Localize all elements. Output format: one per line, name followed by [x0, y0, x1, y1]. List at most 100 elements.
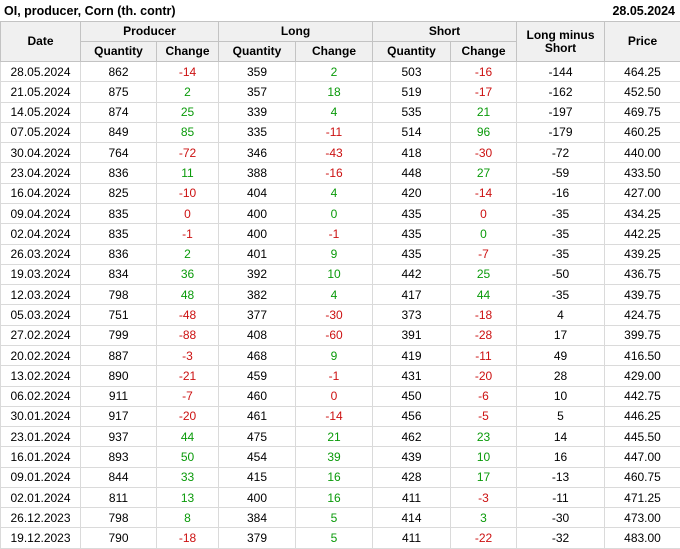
long-change-cell: 9 — [296, 345, 373, 365]
long-change-cell: 9 — [296, 244, 373, 264]
long-minus-short-cell: -30 — [517, 508, 605, 528]
long-minus-short-cell: -59 — [517, 163, 605, 183]
long-quantity-cell: 400 — [219, 203, 296, 223]
producer-change-cell: 85 — [157, 122, 219, 142]
price-cell: 399.75 — [605, 325, 680, 345]
producer-quantity-cell: 917 — [81, 406, 157, 426]
header-long-group: Long — [219, 22, 373, 42]
price-cell: 469.75 — [605, 102, 680, 122]
header-producer-group: Producer — [81, 22, 219, 42]
long-quantity-cell: 461 — [219, 406, 296, 426]
producer-quantity-cell: 790 — [81, 528, 157, 548]
header-short-group: Short — [373, 22, 517, 42]
producer-change-cell: 0 — [157, 203, 219, 223]
producer-quantity-cell: 849 — [81, 122, 157, 142]
long-change-cell: -16 — [296, 163, 373, 183]
date-cell: 19.03.2024 — [1, 264, 81, 284]
short-quantity-cell: 442 — [373, 264, 451, 284]
short-change-cell: -28 — [451, 325, 517, 345]
short-quantity-cell: 418 — [373, 143, 451, 163]
long-quantity-cell: 408 — [219, 325, 296, 345]
price-cell: 439.25 — [605, 244, 680, 264]
date-cell: 13.02.2024 — [1, 366, 81, 386]
producer-quantity-cell: 875 — [81, 82, 157, 102]
price-cell: 483.00 — [605, 528, 680, 548]
long-change-cell: -14 — [296, 406, 373, 426]
producer-change-cell: 48 — [157, 285, 219, 305]
producer-quantity-cell: 798 — [81, 285, 157, 305]
producer-change-cell: 50 — [157, 447, 219, 467]
short-change-cell: 17 — [451, 467, 517, 487]
price-cell: 445.50 — [605, 427, 680, 447]
short-change-cell: -18 — [451, 305, 517, 325]
page-title: OI, producer, Corn (th. contr) — [4, 4, 176, 18]
long-minus-short-cell: -13 — [517, 467, 605, 487]
header-short-quantity: Quantity — [373, 42, 451, 62]
producer-quantity-cell: 844 — [81, 467, 157, 487]
long-change-cell: 16 — [296, 467, 373, 487]
price-cell: 442.25 — [605, 224, 680, 244]
date-cell: 19.12.2023 — [1, 528, 81, 548]
short-quantity-cell: 519 — [373, 82, 451, 102]
header-date: Date — [1, 22, 81, 62]
long-quantity-cell: 379 — [219, 528, 296, 548]
date-cell: 09.01.2024 — [1, 467, 81, 487]
price-cell: 460.75 — [605, 467, 680, 487]
price-cell: 434.25 — [605, 203, 680, 223]
price-cell: 439.75 — [605, 285, 680, 305]
long-change-cell: -1 — [296, 224, 373, 244]
long-change-cell: 0 — [296, 386, 373, 406]
title-bar: OI, producer, Corn (th. contr) 28.05.202… — [0, 0, 680, 21]
header-long-minus-short: Long minus Short — [517, 22, 605, 62]
date-cell: 02.04.2024 — [1, 224, 81, 244]
price-cell: 447.00 — [605, 447, 680, 467]
short-quantity-cell: 431 — [373, 366, 451, 386]
long-change-cell: 18 — [296, 82, 373, 102]
long-minus-short-cell: -144 — [517, 62, 605, 82]
price-cell: 427.00 — [605, 183, 680, 203]
short-change-cell: 0 — [451, 224, 517, 244]
long-quantity-cell: 400 — [219, 224, 296, 244]
table-header: Date Producer Long Short Long minus Shor… — [1, 22, 680, 62]
short-quantity-cell: 535 — [373, 102, 451, 122]
long-change-cell: -60 — [296, 325, 373, 345]
producer-quantity-cell: 798 — [81, 508, 157, 528]
long-minus-short-cell: -162 — [517, 82, 605, 102]
short-change-cell: -17 — [451, 82, 517, 102]
short-quantity-cell: 503 — [373, 62, 451, 82]
short-change-cell: 3 — [451, 508, 517, 528]
long-quantity-cell: 357 — [219, 82, 296, 102]
oi-table: Date Producer Long Short Long minus Shor… — [0, 21, 680, 549]
short-change-cell: 10 — [451, 447, 517, 467]
long-quantity-cell: 459 — [219, 366, 296, 386]
long-quantity-cell: 460 — [219, 386, 296, 406]
producer-change-cell: -21 — [157, 366, 219, 386]
price-cell: 416.50 — [605, 345, 680, 365]
producer-change-cell: -88 — [157, 325, 219, 345]
date-cell: 30.04.2024 — [1, 143, 81, 163]
producer-quantity-cell: 825 — [81, 183, 157, 203]
date-cell: 26.12.2023 — [1, 508, 81, 528]
short-quantity-cell: 435 — [373, 203, 451, 223]
long-minus-short-cell: 14 — [517, 427, 605, 447]
report-date: 28.05.2024 — [612, 4, 675, 18]
long-change-cell: 4 — [296, 183, 373, 203]
short-quantity-cell: 420 — [373, 183, 451, 203]
long-change-cell: 5 — [296, 508, 373, 528]
short-change-cell: -7 — [451, 244, 517, 264]
producer-change-cell: 25 — [157, 102, 219, 122]
date-cell: 14.05.2024 — [1, 102, 81, 122]
producer-quantity-cell: 751 — [81, 305, 157, 325]
long-quantity-cell: 392 — [219, 264, 296, 284]
long-quantity-cell: 335 — [219, 122, 296, 142]
short-change-cell: -30 — [451, 143, 517, 163]
long-minus-short-cell: 28 — [517, 366, 605, 386]
short-change-cell: -6 — [451, 386, 517, 406]
